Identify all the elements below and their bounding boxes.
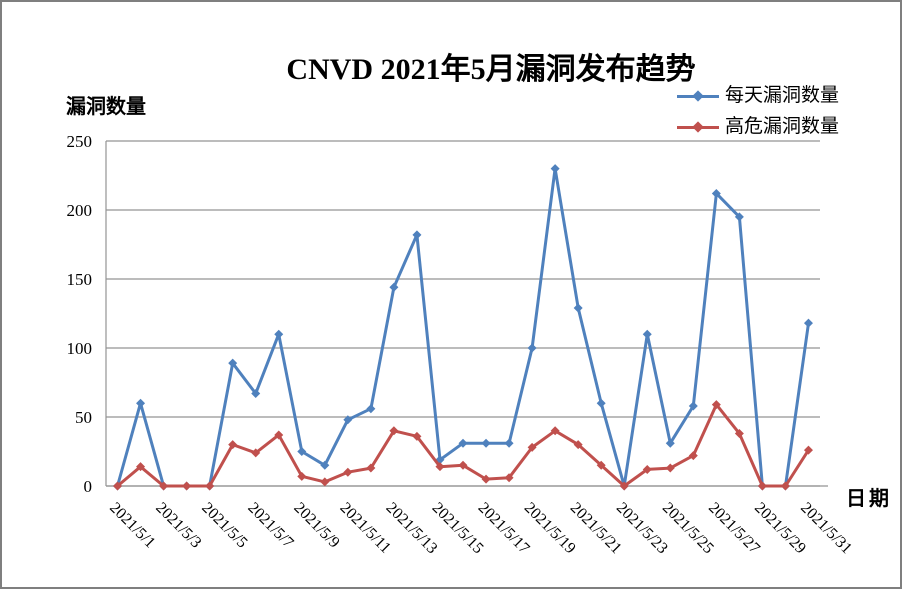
data-point-marker: [757, 481, 767, 491]
data-point-marker: [320, 460, 330, 470]
data-point-marker: [665, 438, 675, 448]
data-point-marker: [182, 481, 192, 491]
data-point-marker: [596, 460, 606, 470]
data-point-marker: [435, 462, 445, 472]
legend-label-daily: 每天漏洞数量: [725, 85, 840, 106]
data-point-marker: [205, 481, 215, 491]
y-tick-label-150: 150: [67, 270, 93, 289]
data-point-marker: [665, 463, 675, 473]
data-point-marker: [596, 398, 606, 408]
data-point-marker: [274, 329, 284, 339]
series-line-0: [116, 167, 810, 488]
data-point-marker: [642, 329, 652, 339]
data-point-marker: [458, 438, 468, 448]
daily-series-line-icon: [677, 89, 719, 102]
data-point-marker: [550, 426, 560, 436]
data-point-marker: [389, 426, 399, 436]
y-tick-label-0: 0: [84, 477, 93, 496]
data-point-marker: [366, 404, 376, 414]
y-tick-label-250: 250: [67, 132, 93, 151]
data-point-marker: [412, 230, 422, 240]
data-point-marker: [159, 481, 169, 491]
y-tick-label-100: 100: [67, 339, 93, 358]
legend-label-high-risk: 高危漏洞数量: [725, 116, 840, 137]
data-point-marker: [803, 318, 813, 328]
data-point-marker: [504, 473, 514, 483]
high-risk-series-line-icon: [677, 120, 719, 133]
y-axis-title: 漏洞数量: [66, 96, 146, 118]
data-point-marker: [803, 445, 813, 455]
data-point-marker: [228, 358, 238, 368]
data-point-marker: [711, 188, 721, 198]
data-point-marker: [251, 448, 261, 458]
data-point-marker: [711, 400, 721, 410]
data-point-marker: [688, 401, 698, 411]
x-tick-label: 2021/5/7: [244, 499, 296, 551]
data-point-marker: [320, 477, 330, 487]
x-tick-label: 2021/5/9: [290, 499, 342, 551]
diamond-marker-icon: [692, 120, 704, 133]
x-tick-label: 2021/5/3: [152, 499, 204, 551]
data-point-marker: [780, 481, 790, 491]
data-point-marker: [297, 447, 307, 456]
data-point-marker: [504, 438, 514, 448]
legend-item-high-risk: 高危漏洞数量: [677, 115, 839, 139]
data-point-marker: [481, 474, 491, 484]
y-tick-label-200: 200: [67, 201, 93, 220]
x-tick-label: 2021/5/5: [198, 499, 250, 551]
data-point-marker: [734, 429, 744, 439]
data-point-marker: [527, 442, 537, 452]
x-tick-label: 2021/5/1: [106, 499, 158, 551]
data-point-marker: [343, 467, 353, 477]
data-point-marker: [481, 438, 491, 448]
data-point-marker: [412, 431, 422, 441]
legend: 每天漏洞数量 高危漏洞数量: [677, 84, 839, 146]
data-point-marker: [136, 462, 146, 472]
y-tick-label-50: 50: [75, 408, 92, 427]
data-point-marker: [550, 164, 560, 174]
data-point-marker: [251, 389, 261, 399]
data-point-marker: [136, 398, 146, 408]
data-point-marker: [297, 471, 307, 481]
data-point-marker: [113, 481, 123, 491]
data-point-marker: [389, 282, 399, 292]
data-point-marker: [642, 464, 652, 474]
data-point-marker: [228, 440, 238, 450]
data-point-marker: [458, 460, 468, 470]
diamond-marker-icon: [692, 89, 704, 102]
data-point-marker: [366, 463, 376, 473]
legend-item-daily: 每天漏洞数量: [677, 84, 839, 108]
data-point-marker: [343, 415, 353, 425]
data-point-marker: [274, 430, 284, 440]
x-axis-title: 日期: [846, 488, 892, 510]
chart-title: CNVD 2021年5月漏洞发布趋势: [286, 53, 696, 86]
data-point-marker: [573, 303, 583, 313]
data-point-marker: [734, 212, 744, 222]
data-point-marker: [619, 481, 629, 491]
data-point-marker: [527, 343, 537, 353]
data-point-marker: [573, 440, 583, 450]
data-point-marker: [688, 451, 698, 461]
